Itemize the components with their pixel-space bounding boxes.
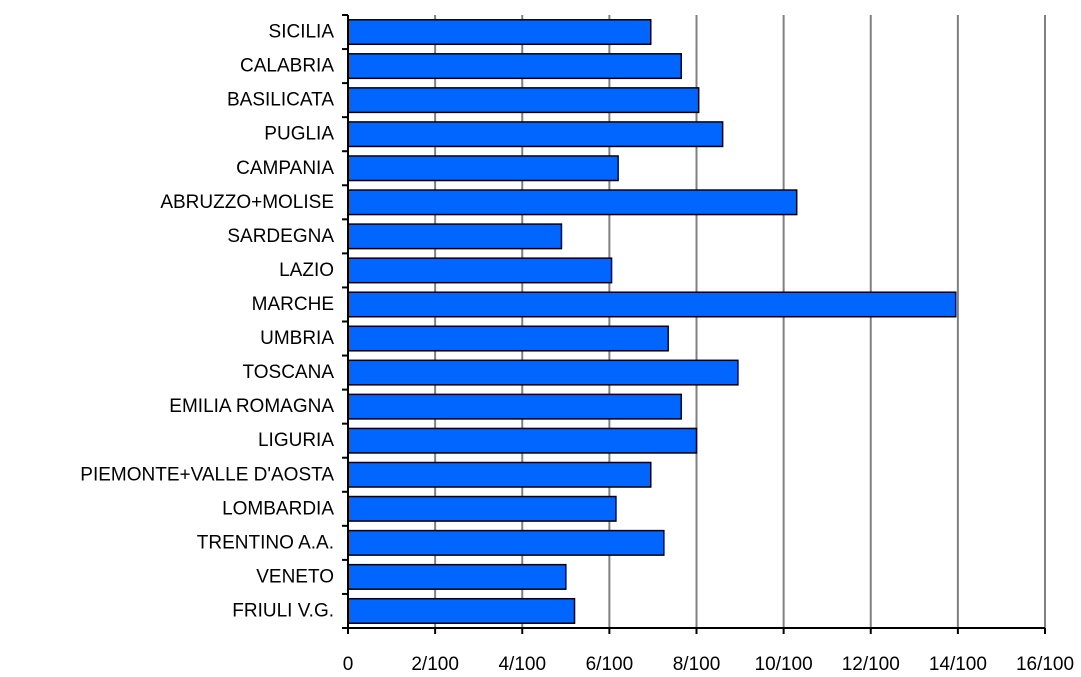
bar-basilicata (347, 87, 700, 114)
x-tick-label: 10/100 (755, 654, 813, 675)
category-label: TRENTINO A.A. (197, 532, 334, 553)
bar-trentino-a-a- (347, 529, 665, 556)
bar-lazio (347, 257, 613, 284)
category-label: LOMBARDIA (222, 498, 334, 519)
category-label: UMBRIA (260, 328, 334, 349)
category-label: CALABRIA (240, 56, 334, 77)
bar-umbria (347, 325, 669, 352)
bar-lombardia (347, 495, 617, 522)
bar-marche (347, 291, 957, 318)
x-tick-label: 16/100 (1016, 654, 1074, 675)
category-label: EMILIA ROMAGNA (169, 396, 334, 417)
x-tick-label: 6/100 (586, 654, 634, 675)
category-labels: SICILIA CALABRIA BASILICATA PUGLIA CAMPANIA A… (80, 22, 334, 622)
bar-campania (347, 155, 619, 182)
bar-veneto (347, 563, 567, 590)
axes (342, 14, 1046, 634)
category-label: MARCHE (252, 294, 334, 315)
bar-piemonte-valle-d-aosta (347, 461, 652, 488)
x-tick-label: 14/100 (929, 654, 987, 675)
x-tick-label: 0 (343, 654, 354, 675)
bar-toscana (347, 359, 739, 386)
category-label: LAZIO (279, 260, 334, 281)
gridlines (434, 15, 1046, 628)
bar-liguria (347, 427, 698, 454)
bar-sardegna (347, 223, 563, 250)
bar-abruzzo-molise (347, 189, 798, 216)
category-label: LIGURIA (258, 430, 334, 451)
category-label: ABRUZZO+MOLISE (160, 192, 334, 213)
category-label: TOSCANA (242, 362, 334, 383)
category-label: BASILICATA (227, 90, 334, 111)
category-label: FRIULI V.G. (232, 600, 334, 621)
bar-puglia (347, 121, 724, 148)
x-tick-labels: 0 2/100 4/100 6/100 8/100 10/100 12/100 14/100 1… (343, 654, 1074, 675)
x-tick-label: 4/100 (498, 654, 546, 675)
bar-sicilia (347, 19, 652, 46)
x-tick-label: 2/100 (411, 654, 459, 675)
category-label: SICILIA (269, 22, 335, 43)
x-tick-label: 12/100 (842, 654, 900, 675)
category-label: VENETO (256, 566, 334, 587)
category-label: SARDEGNA (227, 226, 334, 247)
bars (347, 19, 957, 624)
bar-friuli-v-g- (347, 597, 576, 624)
category-label: PUGLIA (264, 124, 334, 145)
bar-emilia-romagna (347, 393, 683, 420)
category-label: CAMPANIA (236, 158, 334, 179)
bar-calabria (347, 53, 683, 80)
category-label: PIEMONTE+VALLE D'AOSTA (80, 464, 334, 485)
x-tick-label: 8/100 (673, 654, 721, 675)
